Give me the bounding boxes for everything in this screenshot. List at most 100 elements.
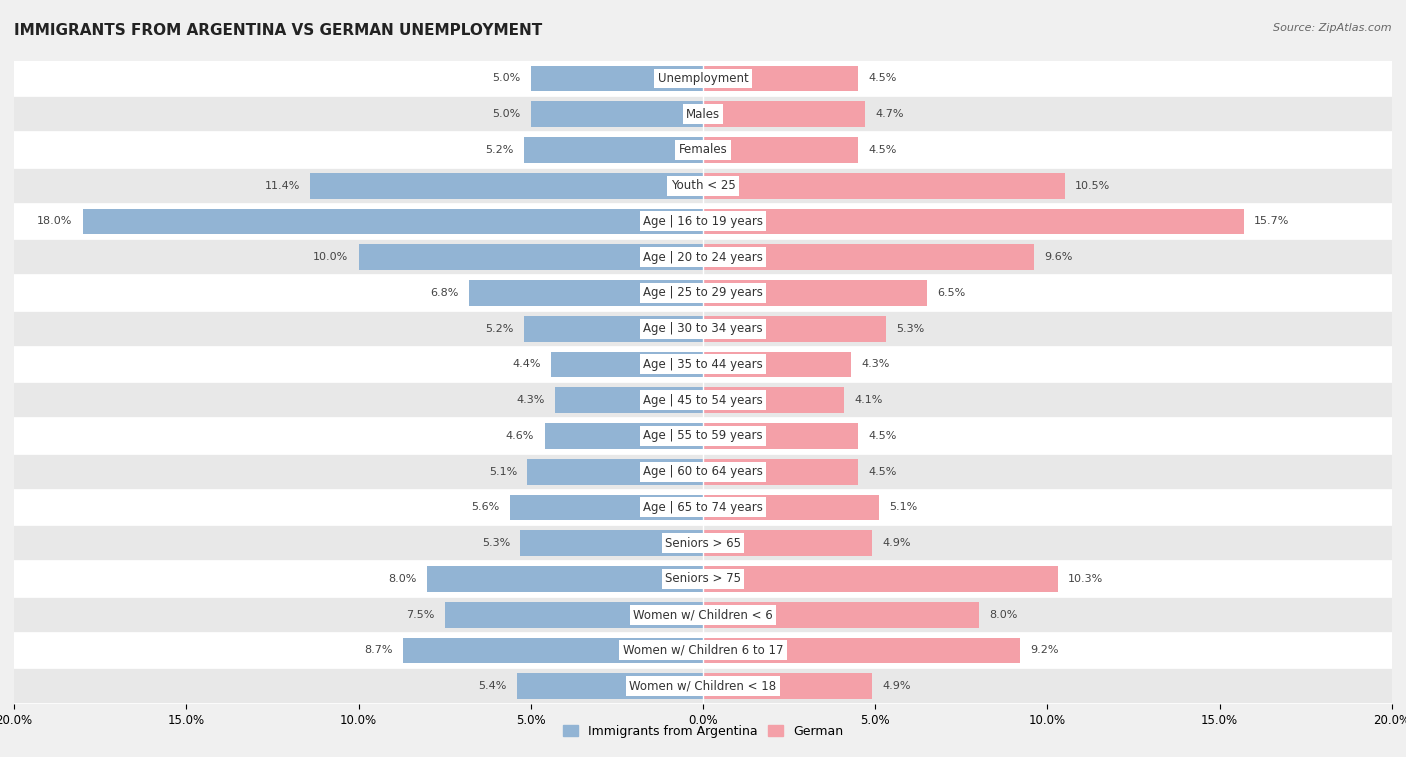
Bar [14,168,1392,204]
Bar [510,494,703,520]
Text: Males: Males [686,107,720,120]
Bar [531,101,703,127]
Text: Women w/ Children < 18: Women w/ Children < 18 [630,680,776,693]
Bar [703,66,858,92]
Text: 4.3%: 4.3% [862,360,890,369]
Text: 5.3%: 5.3% [896,324,924,334]
Text: Women w/ Children < 6: Women w/ Children < 6 [633,608,773,621]
Bar [703,673,872,699]
Text: 10.5%: 10.5% [1076,181,1111,191]
Text: 4.3%: 4.3% [516,395,544,405]
Text: 8.0%: 8.0% [388,574,418,584]
Text: 4.9%: 4.9% [882,538,911,548]
Bar [444,602,703,628]
Bar [524,316,703,341]
Bar [703,137,858,163]
Bar [14,382,1392,418]
Bar [703,637,1019,663]
Bar [311,173,703,198]
Bar [524,137,703,163]
Text: 5.2%: 5.2% [485,324,513,334]
Text: Women w/ Children 6 to 17: Women w/ Children 6 to 17 [623,644,783,657]
Text: 5.4%: 5.4% [478,681,506,691]
Bar [531,66,703,92]
Bar [703,423,858,449]
Text: Age | 25 to 29 years: Age | 25 to 29 years [643,286,763,300]
Bar [14,490,1392,525]
Text: 5.0%: 5.0% [492,109,520,119]
Text: Females: Females [679,143,727,157]
Text: Age | 20 to 24 years: Age | 20 to 24 years [643,251,763,263]
Text: Source: ZipAtlas.com: Source: ZipAtlas.com [1274,23,1392,33]
Bar [14,668,1392,704]
Text: 5.1%: 5.1% [489,466,517,477]
Text: 4.5%: 4.5% [869,431,897,441]
Bar [14,418,1392,453]
Text: 6.5%: 6.5% [938,288,966,298]
Bar [555,388,703,413]
Bar [703,173,1064,198]
Bar [703,388,844,413]
Text: 10.3%: 10.3% [1069,574,1104,584]
Text: Youth < 25: Youth < 25 [671,179,735,192]
Bar [14,311,1392,347]
Bar [14,347,1392,382]
Text: 8.7%: 8.7% [364,646,392,656]
Text: 10.0%: 10.0% [314,252,349,262]
Text: 18.0%: 18.0% [37,217,73,226]
Bar [14,275,1392,311]
Bar [703,101,865,127]
Bar [703,531,872,556]
Text: 5.0%: 5.0% [492,73,520,83]
Bar [703,280,927,306]
Bar [551,351,703,377]
Bar [14,561,1392,597]
Text: Unemployment: Unemployment [658,72,748,85]
Bar [14,633,1392,668]
Text: 4.5%: 4.5% [869,145,897,155]
Text: 11.4%: 11.4% [264,181,299,191]
Bar [14,132,1392,168]
Bar [703,208,1244,235]
Text: 4.7%: 4.7% [875,109,904,119]
Bar [703,459,858,484]
Bar [468,280,703,306]
Legend: Immigrants from Argentina, German: Immigrants from Argentina, German [558,720,848,743]
Bar [404,637,703,663]
Text: Age | 30 to 34 years: Age | 30 to 34 years [643,322,763,335]
Text: 4.5%: 4.5% [869,466,897,477]
Text: 5.3%: 5.3% [482,538,510,548]
Bar [703,351,851,377]
Text: 4.1%: 4.1% [855,395,883,405]
Bar [14,204,1392,239]
Bar [14,61,1392,96]
Text: 5.6%: 5.6% [471,503,499,512]
Text: 4.6%: 4.6% [506,431,534,441]
Text: Age | 55 to 59 years: Age | 55 to 59 years [643,429,763,442]
Text: 6.8%: 6.8% [430,288,458,298]
Text: Age | 45 to 54 years: Age | 45 to 54 years [643,394,763,407]
Bar [14,239,1392,275]
Bar [703,602,979,628]
Text: 5.2%: 5.2% [485,145,513,155]
Bar [703,316,886,341]
Text: 4.4%: 4.4% [513,360,541,369]
Bar [359,245,703,270]
Text: 4.9%: 4.9% [882,681,911,691]
Bar [517,673,703,699]
Bar [703,566,1057,592]
Text: 9.6%: 9.6% [1045,252,1073,262]
Text: Seniors > 75: Seniors > 75 [665,572,741,585]
Text: 15.7%: 15.7% [1254,217,1289,226]
Bar [703,245,1033,270]
Bar [427,566,703,592]
Text: 4.5%: 4.5% [869,73,897,83]
Text: Age | 60 to 64 years: Age | 60 to 64 years [643,465,763,478]
Bar [14,525,1392,561]
Bar [14,453,1392,490]
Bar [14,96,1392,132]
Text: 7.5%: 7.5% [406,609,434,620]
Text: Age | 16 to 19 years: Age | 16 to 19 years [643,215,763,228]
Bar [83,208,703,235]
Bar [544,423,703,449]
